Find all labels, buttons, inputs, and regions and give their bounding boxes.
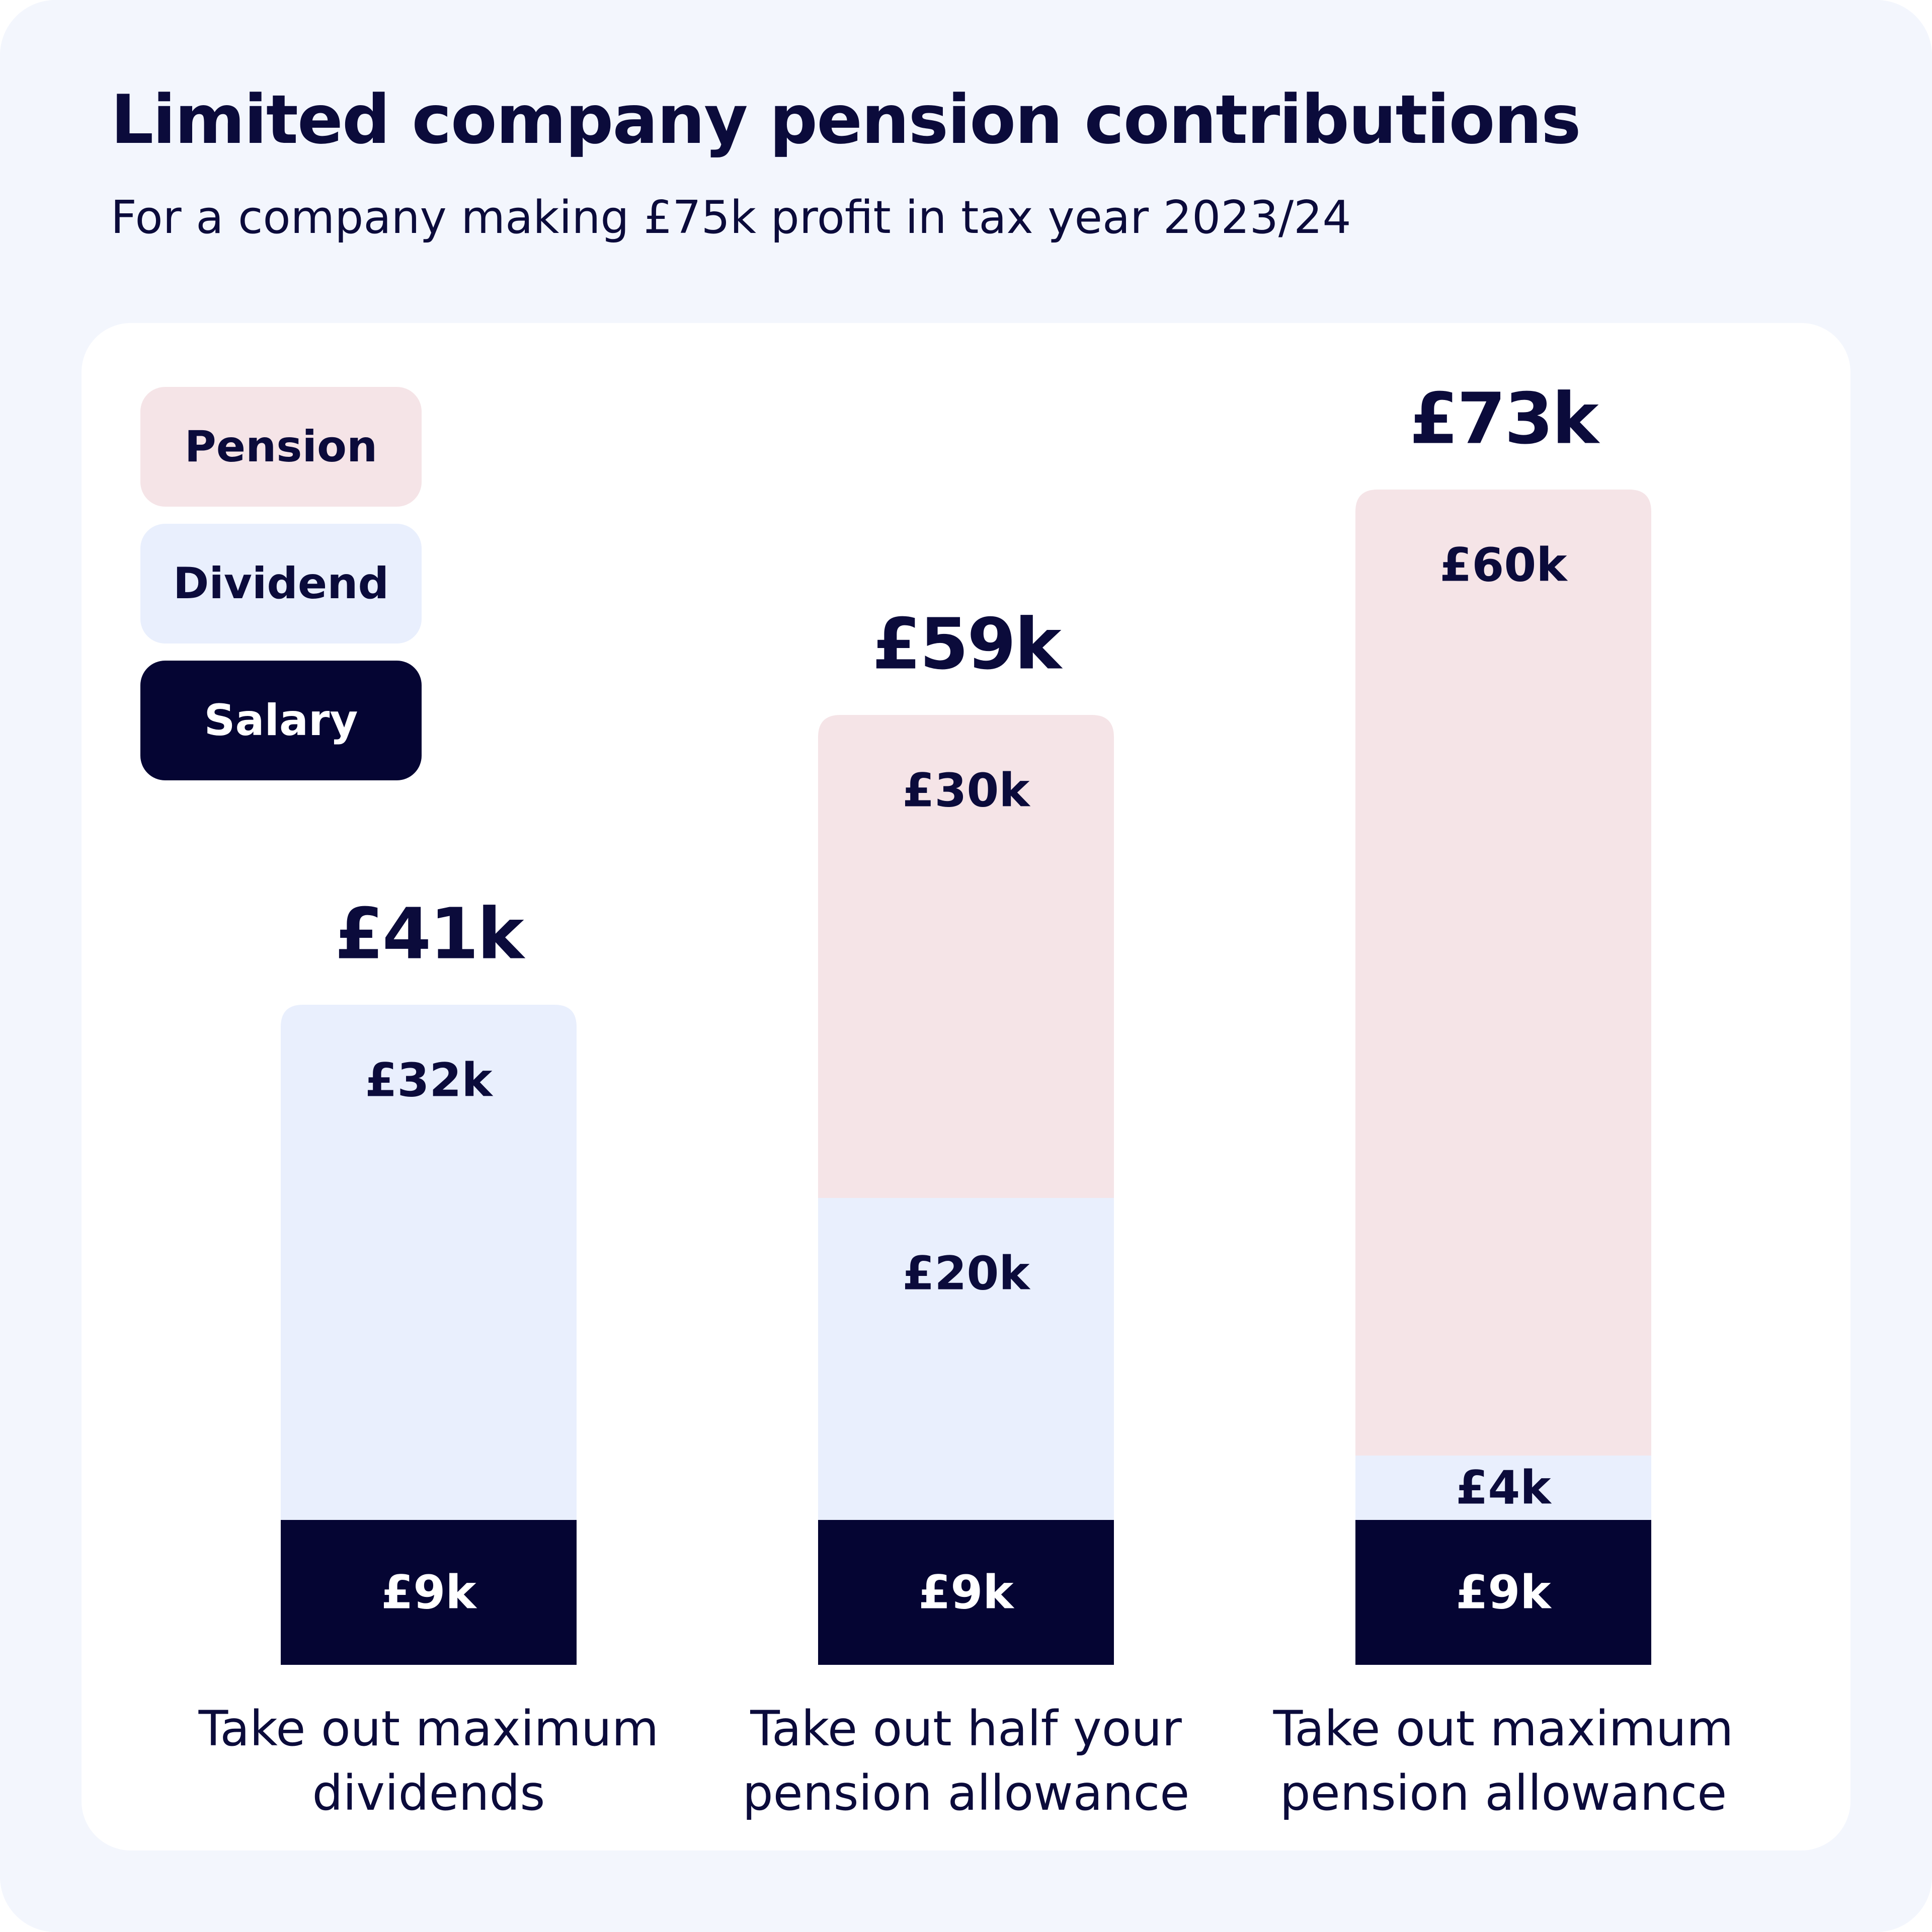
value-label: £9k xyxy=(1456,1565,1551,1620)
value-label: £30k xyxy=(902,763,1030,818)
legend-item: Pension xyxy=(140,387,422,507)
bar-segment xyxy=(818,1198,1114,1520)
x-tick-label: Take out maximum dividends xyxy=(198,1701,659,1821)
legend-item: Dividend xyxy=(140,524,422,643)
value-label: £60k xyxy=(1439,538,1567,592)
bar-segment xyxy=(1355,490,1651,1456)
x-tick-label: Take out maximum pension allowance xyxy=(1273,1701,1734,1821)
total-label: £73k xyxy=(1409,378,1598,460)
value-label: £9k xyxy=(918,1565,1014,1620)
value-label: £4k xyxy=(1456,1461,1551,1515)
bar-segment xyxy=(281,1005,577,1520)
bar-segment xyxy=(818,715,1114,1198)
total-label: £41k xyxy=(335,893,524,976)
bar-segment xyxy=(1355,1520,1651,1665)
chart-subtitle: For a company making £75k profit in tax … xyxy=(111,191,1351,244)
total-label: £59k xyxy=(872,603,1061,686)
bar-segment xyxy=(818,1520,1114,1665)
legend-item: Salary xyxy=(140,661,422,780)
bar-segment xyxy=(281,1520,577,1665)
chart-title: Limited company pension contributions xyxy=(111,80,1581,159)
value-label: £9k xyxy=(381,1565,476,1620)
value-label: £20k xyxy=(902,1246,1030,1301)
value-label: £32k xyxy=(365,1053,493,1107)
bar-segment xyxy=(1355,1456,1651,1520)
x-tick-label: Take out half your pension allowance xyxy=(742,1701,1190,1821)
